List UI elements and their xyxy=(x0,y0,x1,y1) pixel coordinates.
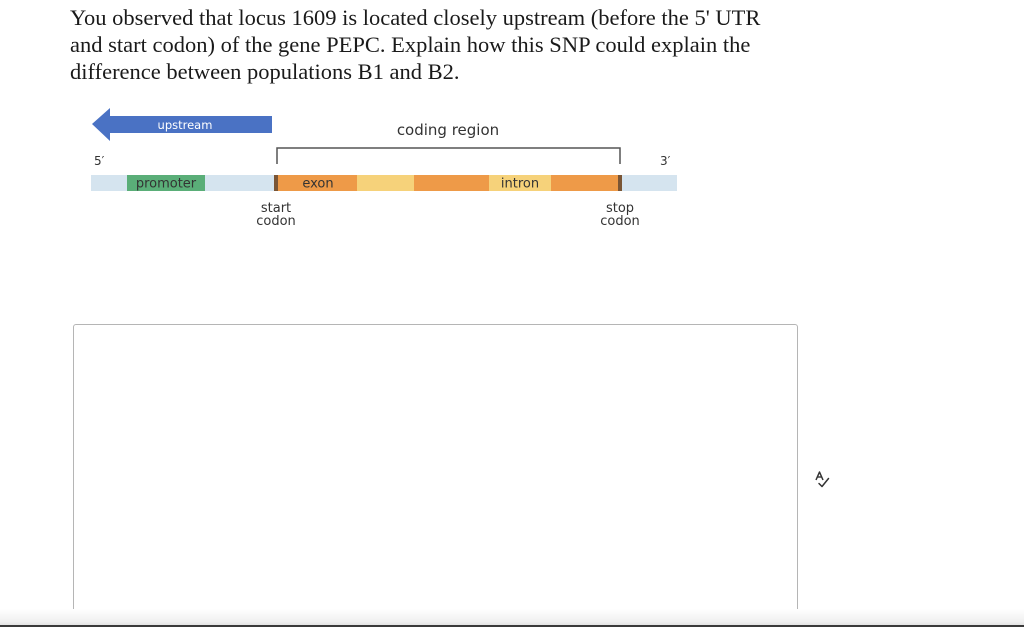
exon-segment-3 xyxy=(551,175,618,191)
upstream-arrow xyxy=(92,108,272,141)
exon-segment-1 xyxy=(278,175,357,191)
stop-codon-marker xyxy=(618,175,622,191)
window-bottom-border xyxy=(0,625,1024,627)
spellcheck-icon[interactable] xyxy=(812,470,832,490)
window-bottom-shadow xyxy=(0,609,1024,627)
start-codon-label-line2: codon xyxy=(256,214,296,229)
three-prime-label: 3′ xyxy=(660,154,671,168)
stop-codon-label-line2: codon xyxy=(600,214,640,229)
promoter-segment xyxy=(127,175,205,191)
intron-segment-2 xyxy=(489,175,551,191)
gene-structure-diagram: upstream coding region 5′ 3′ promoter ex… xyxy=(91,108,677,229)
intron-segment-1 xyxy=(357,175,414,191)
coding-region-label: coding region xyxy=(397,121,499,139)
five-prime-label: 5′ xyxy=(94,154,105,168)
start-codon-marker xyxy=(274,175,278,191)
start-codon-label-line1: start xyxy=(261,201,291,216)
intron-label: intron xyxy=(501,177,539,192)
upstream-label: upstream xyxy=(158,118,213,132)
exon-segment-2 xyxy=(414,175,489,191)
exon-label: exon xyxy=(302,177,333,192)
question-text: You observed that locus 1609 is located … xyxy=(70,5,761,84)
answer-textarea[interactable] xyxy=(73,324,798,627)
coding-region-bracket xyxy=(276,147,621,164)
stop-codon-label-line1: stop xyxy=(606,201,634,216)
promoter-label: promoter xyxy=(136,177,197,192)
